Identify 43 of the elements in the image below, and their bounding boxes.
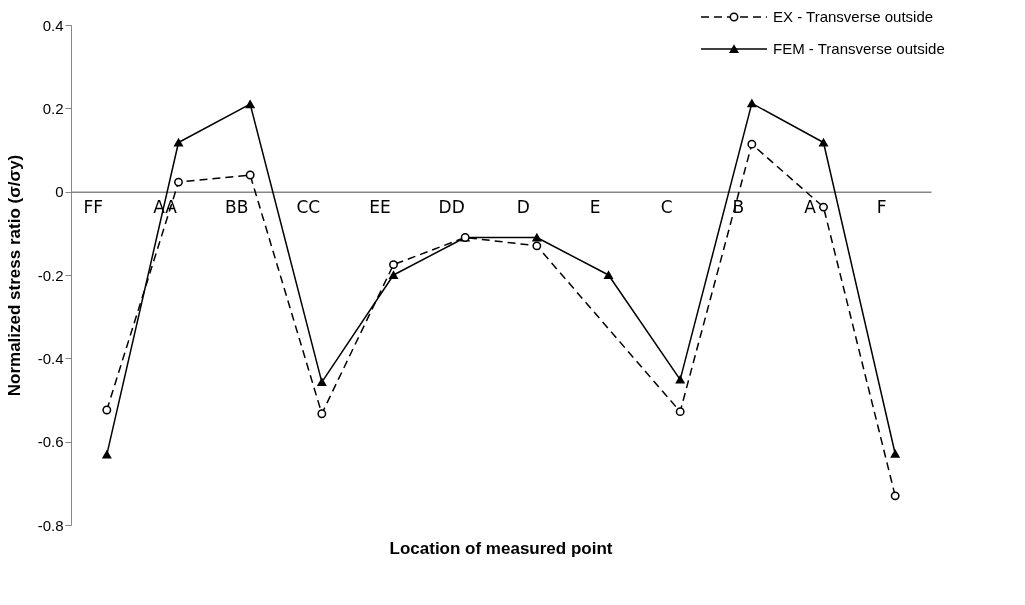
x-tick-label: DD bbox=[438, 197, 465, 218]
point bbox=[747, 139, 757, 149]
point bbox=[317, 409, 327, 419]
y-tick-label: 0.2 bbox=[42, 99, 64, 117]
point bbox=[389, 260, 398, 270]
legend-label: FEM - Transverse outside bbox=[773, 40, 945, 57]
y-axis-title: Normalized stress ratio (σ/σy) bbox=[4, 154, 24, 397]
x-tick-label: FF bbox=[83, 197, 104, 218]
point bbox=[532, 241, 542, 251]
y-tick-label: -0.8 bbox=[37, 516, 64, 534]
y-tick-label: 0.4 bbox=[42, 16, 64, 34]
point bbox=[675, 375, 685, 384]
x-tick-label: B bbox=[732, 197, 745, 218]
point bbox=[317, 378, 327, 387]
x-tick-label: BB bbox=[225, 197, 249, 218]
x-tick-label: E bbox=[589, 197, 601, 218]
point bbox=[174, 138, 183, 147]
point bbox=[604, 271, 613, 279]
point bbox=[102, 405, 112, 415]
x-tick-label: D bbox=[516, 197, 530, 218]
x-tick-label: EE bbox=[369, 197, 391, 218]
point bbox=[890, 491, 900, 501]
point bbox=[174, 177, 183, 187]
x-tick-label: F bbox=[876, 197, 887, 218]
point bbox=[245, 170, 255, 180]
y-tick-label: -0.2 bbox=[37, 266, 64, 284]
x-axis-title: Location of measured point bbox=[389, 539, 613, 558]
x-tick-label: C bbox=[660, 197, 673, 218]
point bbox=[245, 100, 255, 109]
point bbox=[102, 450, 112, 459]
point bbox=[532, 233, 542, 242]
legend-label: EX - Transverse outside bbox=[773, 8, 934, 25]
point bbox=[747, 99, 757, 108]
point bbox=[389, 271, 398, 279]
y-tick-label: -0.4 bbox=[37, 349, 64, 367]
y-tick-label: -0.6 bbox=[37, 433, 64, 451]
y-tick-label: 0 bbox=[55, 183, 64, 201]
point bbox=[819, 138, 828, 147]
x-tick-label: A bbox=[804, 197, 817, 218]
point bbox=[675, 407, 685, 417]
point bbox=[819, 202, 828, 212]
point bbox=[890, 449, 900, 458]
x-tick-label: CC bbox=[296, 197, 321, 218]
